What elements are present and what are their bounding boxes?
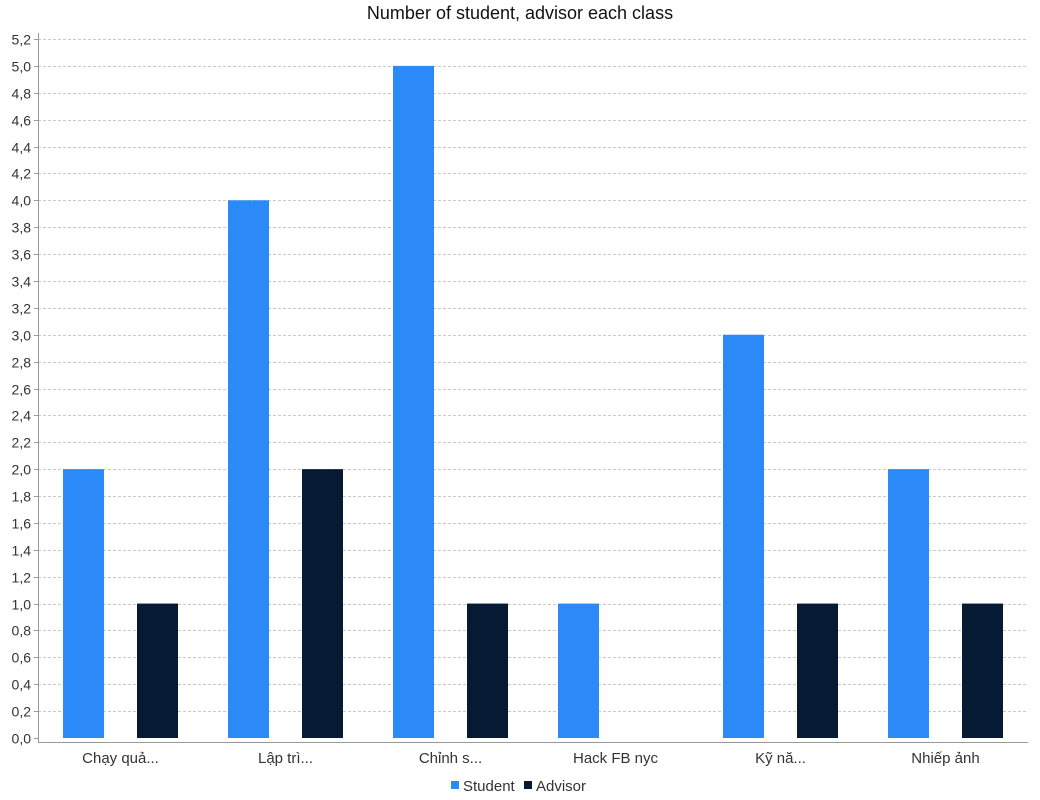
bar-advisor-0	[137, 603, 178, 738]
bars	[63, 65, 1003, 739]
legend-swatch-advisor	[524, 781, 532, 789]
y-tick-label: 2,8	[12, 355, 32, 371]
bar-advisor-4	[797, 603, 838, 738]
y-tick-label: 0,2	[12, 704, 32, 720]
bar-advisor-2	[467, 603, 508, 738]
bar-advisor-5	[962, 603, 1003, 738]
legend-label-student: Student	[463, 778, 516, 795]
y-tick-label: 2,6	[12, 382, 32, 398]
x-tick-label: Nhiếp ảnh	[911, 750, 979, 767]
y-tick-label: 4,8	[12, 86, 32, 102]
x-tick-label: Hack FB nyc	[573, 750, 659, 767]
y-tick-label: 4,0	[12, 193, 32, 209]
legend: Student Advisor	[451, 778, 586, 795]
y-tick-label: 2,4	[12, 408, 32, 424]
grid	[38, 39, 1028, 712]
y-tick-label: 2,0	[12, 462, 32, 478]
x-tick-label: Kỹ nă...	[755, 750, 806, 767]
bar-student-0	[63, 469, 104, 738]
bar-advisor-1	[302, 469, 343, 738]
y-tick-label: 0,0	[12, 731, 32, 747]
y-tick-label: 3,8	[12, 220, 32, 236]
x-tick-label: Chạy quả...	[82, 750, 159, 767]
y-tick-label: 0,4	[12, 677, 32, 693]
y-tick-label: 0,6	[12, 650, 32, 666]
axes	[38, 33, 1028, 743]
bar-student-3	[558, 603, 599, 738]
y-tick-label: 1,8	[12, 489, 32, 505]
y-tick-label: 2,2	[12, 435, 32, 451]
y-tick-label: 5,0	[12, 59, 32, 75]
chart-title: Number of student, advisor each class	[367, 3, 673, 23]
legend-swatch-student	[451, 781, 459, 789]
bar-student-5	[888, 469, 929, 738]
x-tick-label: Lập trì...	[258, 750, 313, 767]
y-tick-label: 1,2	[12, 570, 32, 586]
bar-student-1	[228, 200, 269, 739]
x-axis-ticks: Chạy quả... Lập trì... Chỉnh s... Hack FB n…	[82, 750, 980, 767]
y-tick-label: 3,4	[12, 274, 32, 290]
y-tick-label: 4,4	[12, 140, 32, 156]
y-tick-label: 1,0	[12, 597, 32, 613]
x-tick-label: Chỉnh s...	[419, 750, 482, 767]
y-tick-label: 3,6	[12, 247, 32, 263]
y-tick-label: 3,0	[12, 328, 32, 344]
y-tick-label: 4,6	[12, 113, 32, 129]
y-tick-label: 4,2	[12, 166, 32, 182]
y-tick-label: 1,4	[12, 543, 32, 559]
y-axis-ticks: 0,0 0,2 0,4 0,6 0,8 1,0 1,2 1,4 1,6 1,8 2,0 2,2 2,4 2…	[12, 32, 38, 747]
legend-label-advisor: Advisor	[536, 778, 586, 795]
y-tick-label: 5,2	[12, 32, 32, 48]
bar-student-4	[723, 334, 764, 738]
y-tick-label: 3,2	[12, 301, 32, 317]
y-tick-label: 0,8	[12, 623, 32, 639]
y-tick-label: 1,6	[12, 516, 32, 532]
bar-student-2	[393, 65, 434, 738]
